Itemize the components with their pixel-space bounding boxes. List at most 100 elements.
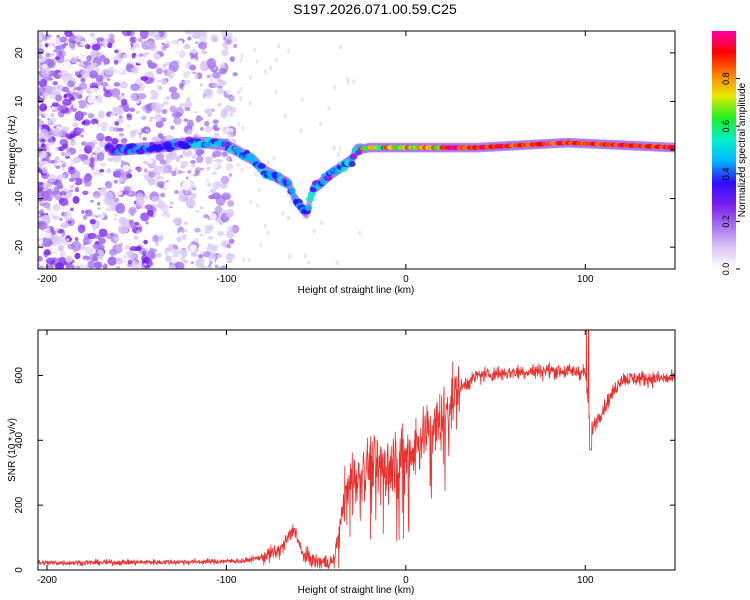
- noise-blob: [190, 251, 198, 257]
- noise-blob: [215, 257, 224, 267]
- noise-blob: [95, 67, 100, 73]
- noise-blob: [170, 257, 178, 264]
- noise-blob: [104, 79, 114, 90]
- noise-blob: [153, 201, 159, 205]
- noise-blob: [93, 123, 98, 127]
- noise-blob: [185, 176, 189, 180]
- noise-blob: [198, 31, 207, 37]
- noise-blob: [138, 226, 143, 231]
- noise-blob: [228, 238, 235, 245]
- noise-blob: [200, 127, 204, 131]
- noise-blob: [45, 188, 53, 196]
- noise-blob: [185, 198, 196, 209]
- noise-blob: [63, 152, 67, 155]
- noise-blob: [79, 40, 87, 46]
- noise-blob: [80, 77, 86, 83]
- noise-blob: [269, 65, 273, 71]
- noise-blob: [92, 175, 101, 185]
- noise-blob: [174, 217, 183, 226]
- noise-blob: [57, 233, 62, 237]
- noise-blob: [115, 202, 126, 214]
- noise-blob: [192, 173, 198, 177]
- noise-blob: [112, 182, 117, 187]
- noise-blob: [60, 160, 64, 163]
- noise-blob: [181, 170, 186, 174]
- noise-blob: [259, 242, 263, 248]
- noise-blob: [208, 194, 216, 200]
- noise-blob: [87, 260, 96, 269]
- noise-blob: [104, 191, 114, 200]
- noise-blob: [212, 111, 222, 120]
- noise-blob: [169, 105, 177, 113]
- noise-blob: [212, 181, 221, 190]
- noise-blob: [119, 81, 128, 89]
- snr-x-label: Height of straight line (km): [298, 585, 415, 596]
- noise-blob: [41, 148, 47, 152]
- noise-blob: [225, 84, 235, 95]
- noise-blob: [38, 151, 48, 159]
- x-tick-label: -100: [216, 274, 236, 285]
- noise-blob: [72, 156, 81, 164]
- noise-blob: [257, 187, 261, 193]
- noise-blob: [93, 62, 98, 68]
- noise-blob: [155, 241, 159, 246]
- noise-blob: [43, 85, 53, 95]
- noise-blob: [159, 52, 164, 57]
- noise-blob: [72, 87, 77, 91]
- noise-blob: [287, 48, 291, 54]
- noise-blob: [125, 250, 133, 256]
- noise-blob: [161, 42, 165, 46]
- noise-blob: [42, 112, 46, 116]
- y-tick-label: 20: [14, 47, 25, 59]
- noise-blob: [189, 106, 195, 111]
- noise-blob: [155, 230, 164, 237]
- noise-blob: [183, 221, 189, 225]
- signal-core: [323, 175, 333, 182]
- noise-blob: [209, 213, 217, 221]
- noise-blob: [38, 70, 42, 75]
- y-tick-label: -10: [14, 191, 25, 206]
- noise-blob: [200, 167, 205, 171]
- noise-blob: [153, 136, 161, 142]
- noise-blob: [225, 163, 234, 171]
- colorbar-ticks: 0.0 0.2 0.4 0.6 0.8: [721, 72, 740, 275]
- noise-blob: [145, 221, 149, 225]
- noise-blob: [190, 261, 195, 264]
- noise-blob: [151, 31, 161, 38]
- noise-blob: [92, 243, 100, 249]
- noise-blob: [236, 89, 240, 95]
- noise-blob: [208, 236, 214, 240]
- noise-blob: [60, 222, 70, 229]
- colorbar-tick-label: 0.4: [721, 168, 731, 181]
- noise-blob: [237, 121, 241, 127]
- noise-blob: [256, 202, 260, 208]
- noise-blob: [171, 170, 177, 177]
- signal-core: [306, 196, 314, 203]
- noise-blob: [74, 203, 83, 211]
- noise-blob: [205, 156, 213, 165]
- noise-blob: [211, 153, 217, 159]
- noise-blob: [130, 83, 140, 92]
- noise-blob: [72, 122, 79, 127]
- noise-blob: [80, 141, 88, 146]
- noise-blob: [204, 202, 211, 208]
- noise-blob: [274, 57, 278, 63]
- spectrogram-marks: [38, 31, 675, 269]
- noise-blob: [134, 246, 142, 252]
- noise-blob: [183, 259, 189, 264]
- noise-blob: [113, 59, 119, 65]
- signal-core: [348, 161, 356, 168]
- noise-blob: [83, 242, 87, 246]
- noise-blob: [105, 47, 110, 52]
- noise-blob: [73, 101, 80, 109]
- noise-blob: [255, 58, 259, 64]
- noise-blob: [52, 203, 60, 212]
- noise-blob: [77, 55, 83, 60]
- noise-blob: [76, 127, 85, 133]
- noise-blob: [212, 71, 221, 79]
- noise-blob: [189, 64, 197, 71]
- noise-blob: [194, 227, 201, 233]
- noise-blob: [68, 177, 75, 183]
- noise-blob: [127, 259, 133, 265]
- noise-blob: [156, 79, 161, 83]
